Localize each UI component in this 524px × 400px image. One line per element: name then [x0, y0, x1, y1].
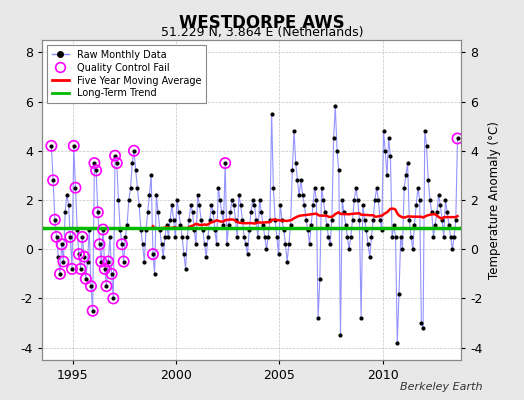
Text: WESTDORPE AWS: WESTDORPE AWS [179, 14, 345, 32]
Point [78, 234, 86, 240]
Point [104, 258, 112, 265]
Point [47, 143, 56, 149]
Point [68, 266, 76, 272]
Point [149, 251, 157, 257]
Point [119, 258, 128, 265]
Point [107, 271, 116, 277]
Point [221, 160, 230, 166]
Text: 51.229 N, 3.864 E (Netherlands): 51.229 N, 3.864 E (Netherlands) [161, 26, 363, 39]
Point [87, 283, 95, 289]
Point [113, 160, 121, 166]
Point [49, 177, 57, 184]
Point [77, 266, 85, 272]
Point [58, 241, 66, 248]
Point [89, 308, 97, 314]
Point [82, 276, 90, 282]
Point [70, 143, 78, 149]
Point [99, 226, 107, 233]
Point [101, 266, 109, 272]
Point [130, 148, 138, 154]
Point [66, 234, 74, 240]
Point [102, 283, 111, 289]
Point [94, 209, 102, 216]
Y-axis label: Temperature Anomaly (°C): Temperature Anomaly (°C) [488, 121, 501, 279]
Point [51, 216, 59, 223]
Point [56, 271, 64, 277]
Point [95, 241, 104, 248]
Point [111, 152, 119, 159]
Text: Berkeley Earth: Berkeley Earth [400, 382, 482, 392]
Point [80, 254, 88, 260]
Legend: Raw Monthly Data, Quality Control Fail, Five Year Moving Average, Long-Term Tren: Raw Monthly Data, Quality Control Fail, … [47, 45, 206, 103]
Point [109, 295, 117, 302]
Point [71, 184, 80, 191]
Point [59, 258, 68, 265]
Point [75, 251, 83, 257]
Point [118, 241, 126, 248]
Point [92, 167, 100, 174]
Point [90, 160, 99, 166]
Point [97, 258, 105, 265]
Point [453, 135, 462, 142]
Point [52, 234, 61, 240]
